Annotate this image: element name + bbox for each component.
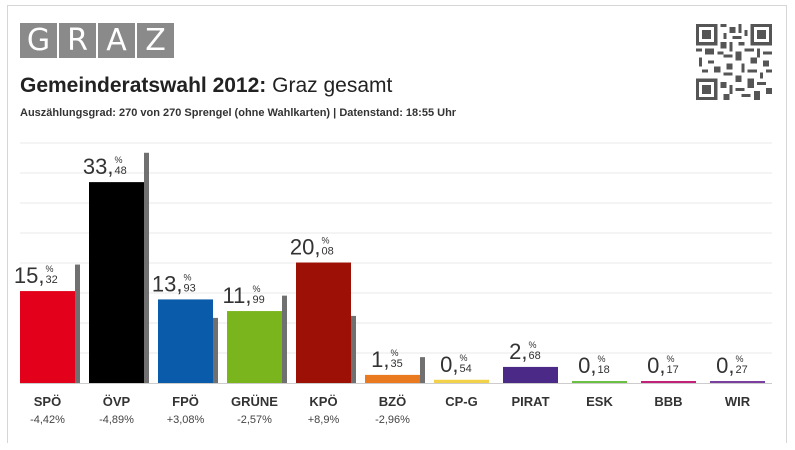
logo-letter: G [20, 23, 57, 58]
value-label-integer: 11, [223, 283, 252, 308]
value-label-integer: 33, [83, 154, 114, 179]
value-label-integer: 0, [647, 353, 665, 378]
result-bar [20, 291, 75, 383]
party-change-label: +3,08% [167, 414, 205, 426]
result-bar [365, 374, 420, 383]
value-label-decimal: 93 [184, 282, 196, 294]
party-label: PIRAT [511, 394, 549, 409]
value-label-decimal: 18 [598, 364, 610, 376]
value-label-percent: % [46, 264, 54, 274]
value-label-integer: 13, [152, 271, 183, 296]
party-change-label: -4,89% [99, 414, 134, 426]
title-bold: Gemeinderatswahl 2012: [20, 74, 267, 97]
graz-logo[interactable]: G R A Z [20, 23, 174, 58]
party-label: FPÖ [172, 394, 199, 409]
party-label: BBB [654, 394, 682, 409]
value-label-decimal: 17 [667, 364, 679, 376]
value-label-decimal: 48 [115, 165, 127, 177]
result-bar [710, 381, 765, 383]
previous-result-bar [282, 295, 287, 383]
party-label: WIR [725, 394, 751, 409]
result-bar [227, 311, 282, 383]
party-label: GRÜNE [231, 394, 278, 409]
party-change-label: -2,57% [237, 414, 272, 426]
value-label-percent: % [184, 272, 192, 282]
result-bar [158, 299, 213, 383]
value-label-integer: 20, [290, 235, 321, 260]
result-bar [503, 366, 558, 383]
value-label-percent: % [598, 354, 606, 364]
party-change-label: +8,9% [308, 414, 340, 426]
value-label-percent: % [736, 354, 744, 364]
value-label-percent: % [529, 340, 537, 350]
logo-letter: Z [137, 23, 174, 58]
logo-letter: A [98, 23, 135, 58]
party-label: BZÖ [379, 394, 406, 409]
title-rest: Graz gesamt [266, 74, 393, 97]
previous-result-bar [144, 152, 149, 383]
party-label: KPÖ [309, 394, 337, 409]
previous-result-bar [351, 315, 356, 383]
value-label-integer: 0, [578, 353, 596, 378]
value-label-decimal: 35 [391, 358, 403, 370]
previous-result-bar [75, 264, 80, 383]
value-label-integer: 15, [14, 263, 45, 288]
value-label-decimal: 68 [529, 350, 541, 362]
value-label-percent: % [115, 155, 123, 165]
qr-code-icon [696, 24, 772, 100]
value-label-percent: % [460, 353, 468, 363]
logo-letter: R [59, 23, 96, 58]
previous-result-bar [213, 317, 218, 383]
value-label-decimal: 54 [460, 363, 472, 375]
subtitle-separator: | [330, 107, 340, 119]
result-bar [641, 381, 696, 383]
counting-status: Auszählungsgrad: 270 von 270 Sprengel (o… [20, 107, 331, 119]
page-subtitle: Auszählungsgrad: 270 von 270 Sprengel (o… [20, 107, 456, 119]
value-label-percent: % [322, 236, 330, 246]
value-label-decimal: 32 [46, 274, 58, 286]
page-title: Gemeinderatswahl 2012: Graz gesamt [20, 74, 392, 98]
party-label: SPÖ [34, 394, 61, 409]
result-bar [296, 262, 351, 383]
value-label-percent: % [667, 354, 675, 364]
party-label: CP-G [445, 394, 478, 409]
value-label-integer: 2, [509, 339, 527, 364]
result-bar [572, 381, 627, 383]
value-label-decimal: 08 [322, 246, 334, 258]
value-label-integer: 1, [371, 347, 389, 372]
value-label-decimal: 27 [736, 364, 748, 376]
party-change-label: -4,42% [30, 414, 65, 426]
data-timestamp: Datenstand: 18:55 Uhr [339, 107, 457, 119]
party-change-label: -2,96% [375, 414, 410, 426]
party-label: ÖVP [103, 394, 131, 409]
value-label-integer: 0, [716, 353, 734, 378]
result-bar [89, 182, 144, 383]
party-label: ESK [586, 394, 613, 409]
value-label-percent: % [391, 348, 399, 358]
value-label-decimal: 99 [253, 294, 265, 306]
result-bar [434, 379, 489, 383]
value-label-integer: 0, [440, 352, 458, 377]
value-label-percent: % [253, 284, 261, 294]
previous-result-bar [420, 357, 425, 383]
